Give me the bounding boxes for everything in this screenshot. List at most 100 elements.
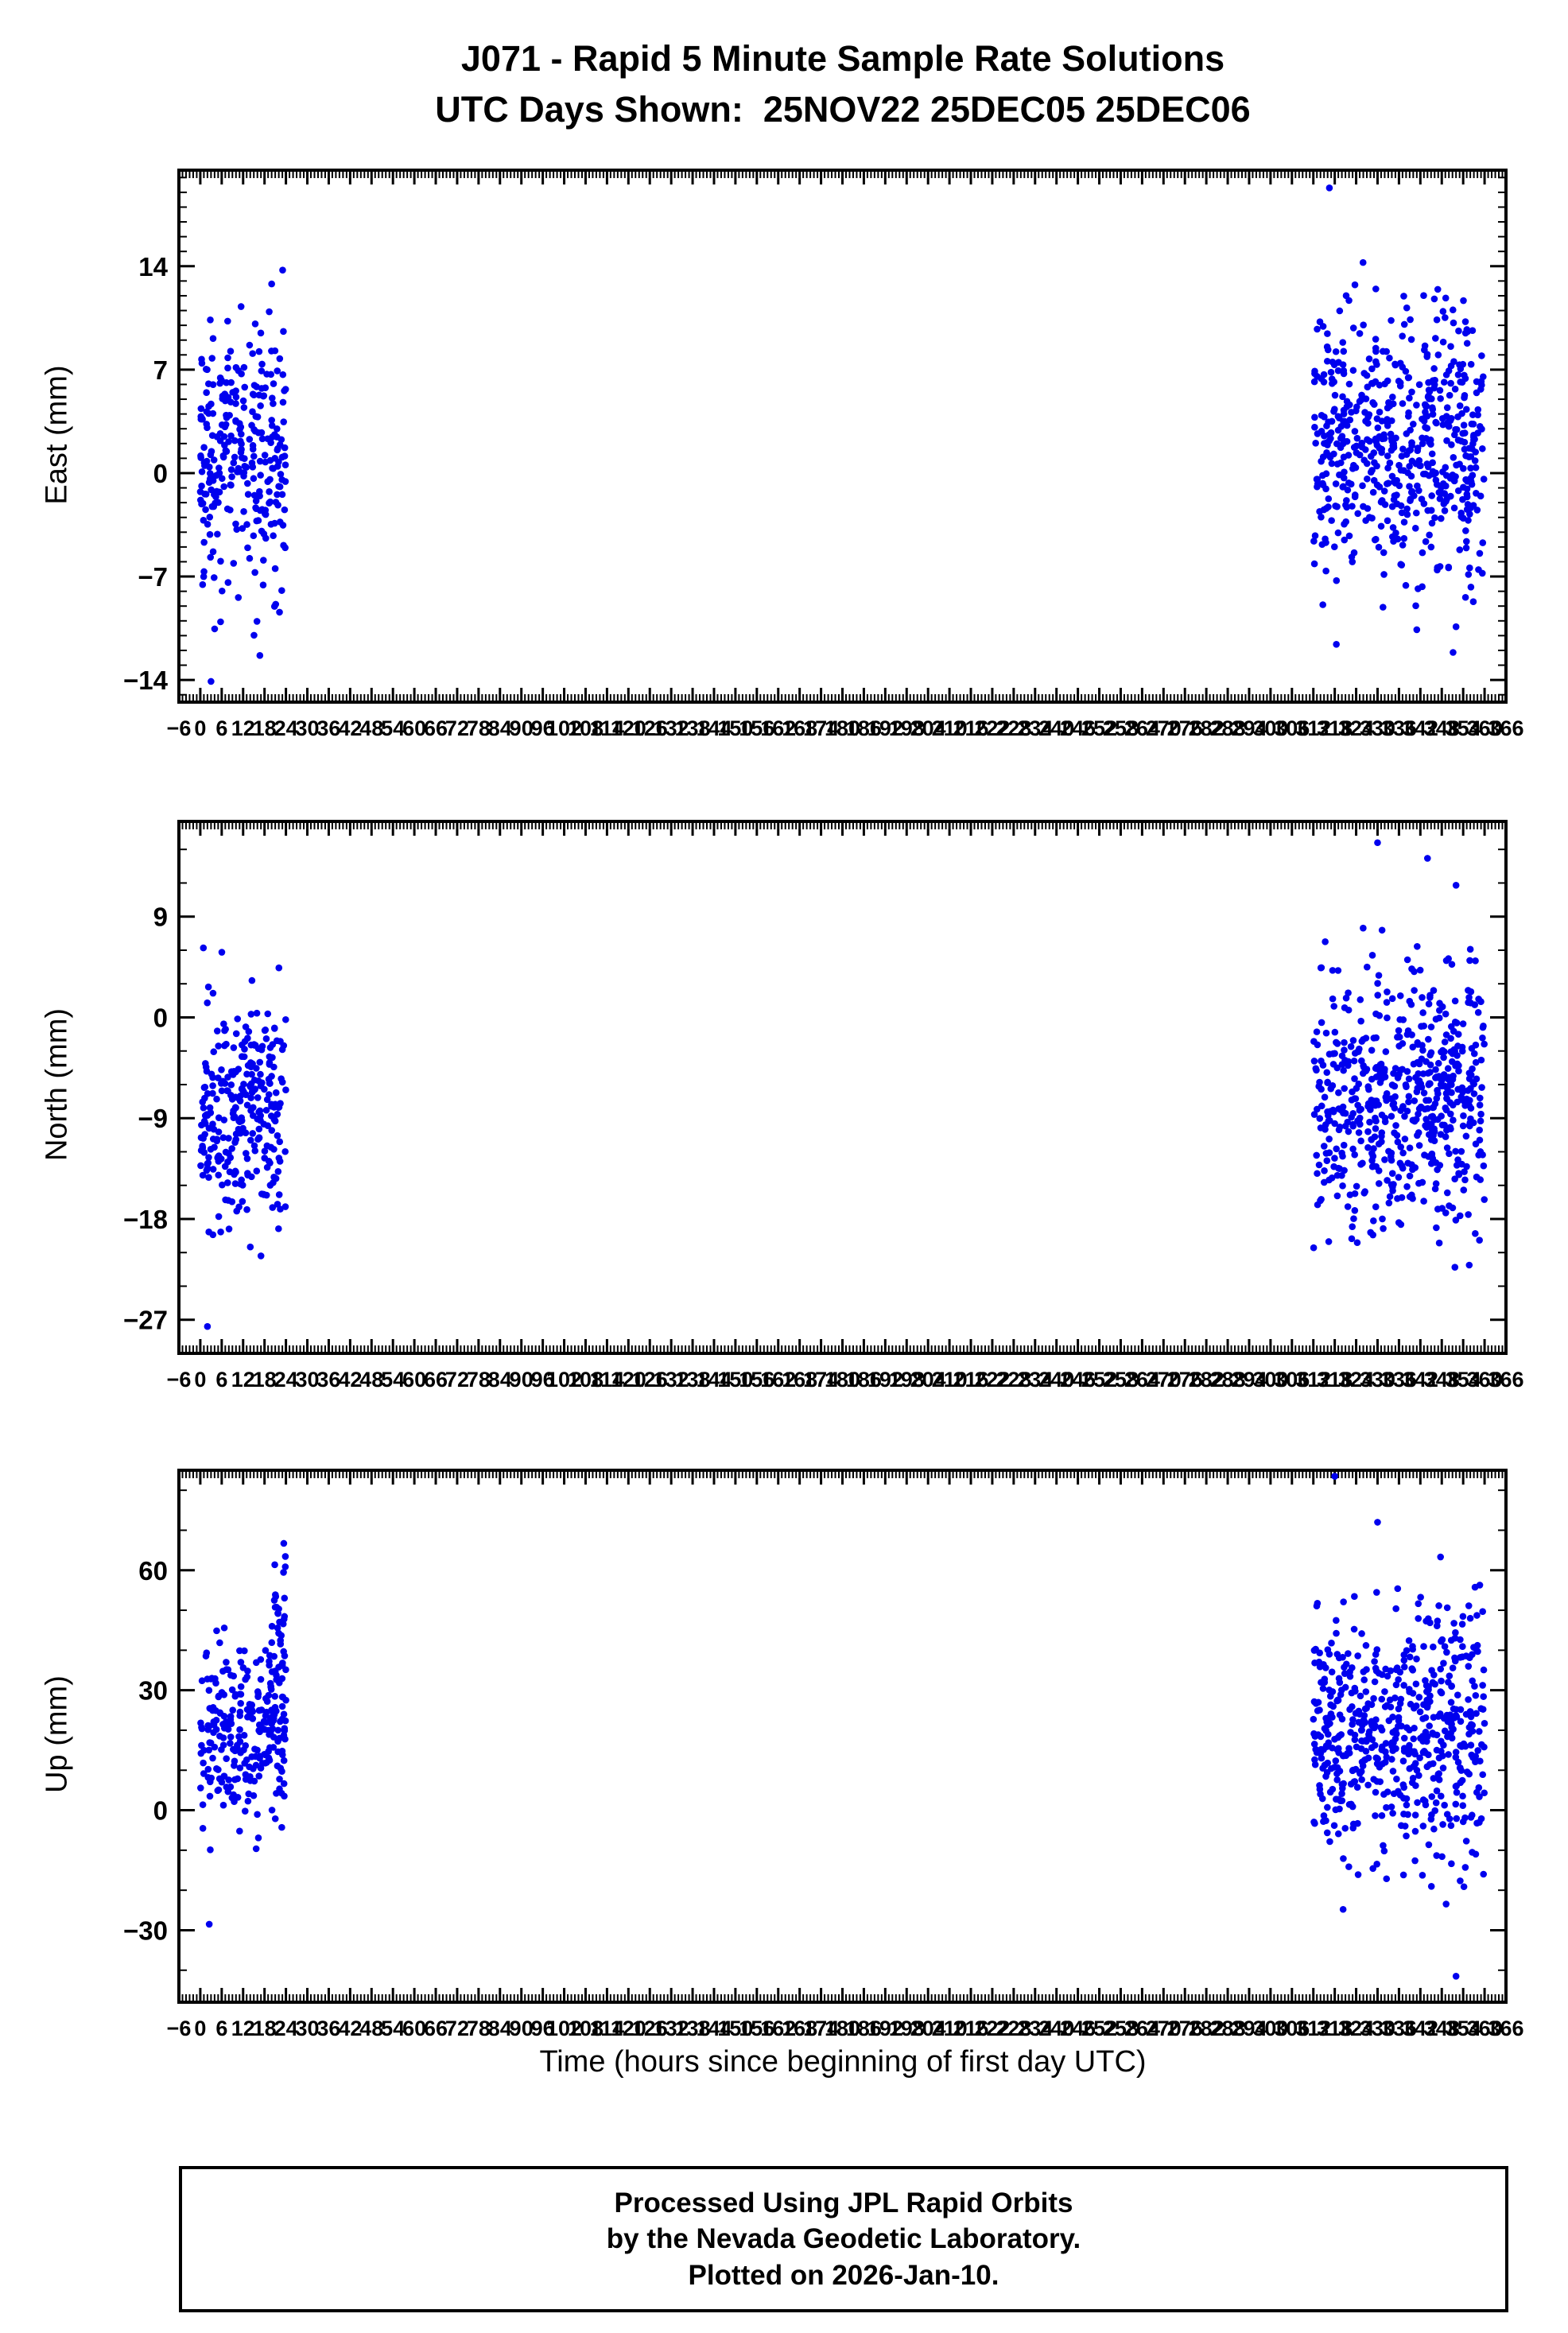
svg-text:186: 186: [846, 2017, 882, 2040]
svg-text:96: 96: [531, 2017, 555, 2040]
svg-text:318: 318: [1317, 2017, 1353, 2040]
svg-text:7: 7: [153, 355, 168, 385]
svg-text:12: 12: [231, 716, 255, 740]
svg-text:312: 312: [1295, 1368, 1331, 1392]
svg-text:96: 96: [531, 716, 555, 740]
svg-text:294: 294: [1231, 716, 1267, 740]
svg-text:168: 168: [782, 716, 817, 740]
svg-text:282: 282: [1189, 2017, 1225, 2040]
svg-text:312: 312: [1295, 716, 1331, 740]
svg-text:180: 180: [825, 2017, 860, 2040]
svg-text:0: 0: [153, 459, 168, 488]
svg-text:180: 180: [825, 1368, 860, 1392]
svg-text:84: 84: [488, 716, 512, 740]
svg-text:168: 168: [782, 2017, 817, 2040]
svg-text:222: 222: [974, 716, 1010, 740]
svg-text:366: 366: [1488, 2017, 1523, 2040]
svg-text:0: 0: [153, 1796, 168, 1826]
x-axis-label: Time (hours since beginning of first day…: [539, 2045, 1147, 2079]
plot-subtitle: UTC Days Shown: 25NOV22 25DEC05 25DEC06: [435, 89, 1251, 130]
svg-text:288: 288: [1210, 1368, 1246, 1392]
svg-text:42: 42: [338, 716, 362, 740]
svg-text:360: 360: [1467, 2017, 1503, 2040]
svg-text:−6: −6: [167, 1368, 192, 1392]
svg-text:300: 300: [1252, 2017, 1288, 2040]
svg-text:270: 270: [1146, 1368, 1182, 1392]
svg-text:162: 162: [760, 716, 796, 740]
svg-text:6: 6: [215, 716, 227, 740]
svg-text:294: 294: [1231, 1368, 1267, 1392]
svg-text:252: 252: [1081, 2017, 1117, 2040]
svg-text:348: 348: [1424, 716, 1460, 740]
svg-text:210: 210: [932, 716, 968, 740]
svg-text:144: 144: [696, 716, 732, 740]
svg-text:330: 330: [1360, 2017, 1395, 2040]
svg-text:276: 276: [1167, 1368, 1203, 1392]
svg-text:282: 282: [1189, 716, 1225, 740]
svg-text:−30: −30: [123, 1916, 168, 1945]
svg-text:96: 96: [531, 1368, 555, 1392]
svg-text:306: 306: [1274, 716, 1310, 740]
svg-text:300: 300: [1252, 716, 1288, 740]
svg-text:240: 240: [1038, 716, 1074, 740]
svg-text:174: 174: [803, 1368, 839, 1392]
footer-box: Processed Using JPL Rapid Orbits by the …: [179, 2166, 1508, 2312]
svg-text:150: 150: [717, 716, 753, 740]
svg-text:−6: −6: [167, 2017, 192, 2040]
svg-text:246: 246: [1060, 2017, 1096, 2040]
svg-text:18: 18: [253, 1368, 277, 1392]
svg-text:132: 132: [654, 716, 689, 740]
svg-text:48: 48: [359, 2017, 383, 2040]
svg-text:300: 300: [1252, 1368, 1288, 1392]
svg-text:216: 216: [953, 2017, 988, 2040]
svg-text:90: 90: [510, 2017, 534, 2040]
up-scatter-panel: −6 0 6 121824303642485460667278849096102108…: [123, 1469, 1524, 2040]
svg-text:66: 66: [424, 1368, 448, 1392]
svg-text:330: 330: [1360, 1368, 1395, 1392]
svg-text:150: 150: [717, 1368, 753, 1392]
svg-text:90: 90: [510, 1368, 534, 1392]
svg-text:84: 84: [488, 2017, 512, 2040]
svg-text:60: 60: [402, 2017, 426, 2040]
svg-text:174: 174: [803, 2017, 839, 2040]
svg-text:318: 318: [1317, 1368, 1353, 1392]
svg-text:360: 360: [1467, 716, 1503, 740]
svg-text:258: 258: [1103, 2017, 1139, 2040]
svg-text:234: 234: [1017, 1368, 1053, 1392]
svg-text:72: 72: [445, 1368, 469, 1392]
svg-text:126: 126: [632, 2017, 668, 2040]
svg-text:324: 324: [1338, 1368, 1374, 1392]
svg-text:336: 336: [1381, 716, 1417, 740]
svg-text:306: 306: [1274, 2017, 1310, 2040]
svg-text:288: 288: [1210, 2017, 1246, 2040]
svg-text:12: 12: [231, 1368, 255, 1392]
svg-text:312: 312: [1295, 2017, 1331, 2040]
north-scatter-panel: −6 0 6 121824303642485460667278849096102108…: [123, 820, 1524, 1392]
svg-text:−7: −7: [138, 562, 168, 592]
svg-text:9: 9: [153, 903, 168, 932]
svg-text:222: 222: [974, 2017, 1010, 2040]
plot-title: J071 - Rapid 5 Minute Sample Rate Soluti…: [460, 38, 1225, 79]
svg-text:174: 174: [803, 716, 839, 740]
svg-text:228: 228: [996, 716, 1031, 740]
svg-text:−18: −18: [123, 1205, 168, 1234]
svg-text:264: 264: [1124, 716, 1160, 740]
svg-text:14: 14: [138, 252, 168, 281]
svg-text:36: 36: [316, 2017, 340, 2040]
svg-text:138: 138: [675, 1368, 711, 1392]
svg-text:114: 114: [590, 1368, 625, 1392]
svg-text:360: 360: [1467, 1368, 1503, 1392]
svg-text:12: 12: [231, 2017, 255, 2040]
svg-text:120: 120: [611, 2017, 646, 2040]
svg-text:336: 336: [1381, 1368, 1417, 1392]
svg-text:192: 192: [867, 1368, 903, 1392]
svg-text:252: 252: [1081, 1368, 1117, 1392]
svg-text:66: 66: [424, 2017, 448, 2040]
svg-text:132: 132: [654, 2017, 689, 2040]
svg-text:132: 132: [654, 1368, 689, 1392]
svg-text:114: 114: [590, 716, 625, 740]
svg-text:120: 120: [611, 1368, 646, 1392]
svg-text:264: 264: [1124, 2017, 1160, 2040]
svg-text:366: 366: [1488, 716, 1523, 740]
